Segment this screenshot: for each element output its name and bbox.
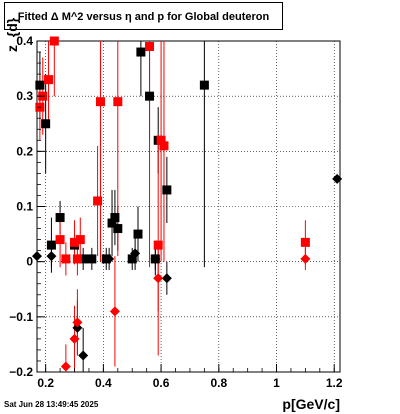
- square-marker: [72, 254, 82, 264]
- square-marker: [153, 240, 163, 250]
- y-tick-label: 0: [26, 255, 33, 269]
- square-marker: [75, 235, 85, 245]
- x-tick-label: 0.4: [95, 376, 112, 390]
- y-tick-label: 0.1: [16, 200, 33, 214]
- x-tick-label: 0.6: [153, 376, 170, 390]
- square-marker: [41, 119, 51, 129]
- square-marker: [87, 254, 97, 264]
- chart-title: Fitted Δ M^2 versus η and p for Global d…: [17, 11, 270, 23]
- x-axis-ticks: 0.2 0.4 0.6 0.8 1 1.2: [37, 364, 343, 390]
- y-tick-label: 0.4: [16, 34, 33, 48]
- diamond-marker: [153, 273, 164, 284]
- square-marker: [113, 224, 123, 234]
- square-marker: [156, 135, 166, 145]
- diamond-marker: [69, 333, 80, 344]
- square-marker: [133, 229, 143, 239]
- diamond-marker: [72, 317, 83, 328]
- square-marker: [145, 42, 155, 52]
- square-marker: [78, 254, 88, 264]
- square-marker: [44, 75, 54, 85]
- diamond-marker: [60, 361, 71, 372]
- x-axis-label: p[GeV/c]: [282, 396, 340, 412]
- diamond-marker: [161, 273, 172, 284]
- square-marker: [61, 254, 71, 264]
- title-box: Fitted Δ M^2 versus η and p for Global d…: [4, 2, 283, 30]
- y-tick-label: −0.2: [9, 365, 33, 379]
- square-marker: [300, 237, 310, 247]
- square-marker: [145, 91, 155, 101]
- square-marker: [107, 218, 117, 228]
- data-markers: [32, 36, 343, 372]
- y-axis-ticks: −0.2 −0.1 0 0.1 0.2 0.3 0.4: [9, 34, 45, 379]
- square-marker: [162, 185, 172, 195]
- square-marker: [93, 196, 103, 206]
- diamond-marker: [109, 306, 120, 317]
- diamond-marker: [32, 251, 42, 262]
- square-marker: [110, 213, 120, 223]
- diamond-marker: [150, 253, 161, 264]
- x-tick-label: 0.8: [210, 376, 227, 390]
- square-marker: [199, 80, 209, 90]
- square-marker: [49, 36, 59, 46]
- diamond-marker: [72, 322, 83, 333]
- x-tick-label: 0.2: [37, 376, 54, 390]
- square-marker: [55, 213, 65, 223]
- square-marker: [159, 141, 169, 151]
- square-marker: [113, 97, 123, 107]
- diamond-marker: [46, 251, 57, 262]
- diamond-marker: [104, 253, 115, 264]
- x-tick-label: 1.2: [326, 376, 343, 390]
- square-marker: [95, 97, 105, 107]
- square-marker: [70, 237, 80, 247]
- square-marker: [136, 47, 146, 57]
- y-tick-label: 0.3: [16, 89, 33, 103]
- diamond-marker: [78, 350, 89, 361]
- square-marker: [46, 240, 56, 250]
- square-marker: [55, 235, 65, 245]
- diamond-marker: [300, 253, 311, 264]
- diamond-marker: [332, 173, 343, 184]
- y-axis-label: z_{d}: [4, 17, 20, 52]
- y-tick-label: 0.2: [16, 144, 33, 158]
- diamond-marker: [130, 248, 141, 259]
- y-tick-label: −0.1: [9, 310, 33, 324]
- date-stamp: Sat Jun 28 13:49:45 2025: [4, 400, 99, 409]
- square-marker: [127, 254, 137, 264]
- x-tick-label: 1: [273, 376, 280, 390]
